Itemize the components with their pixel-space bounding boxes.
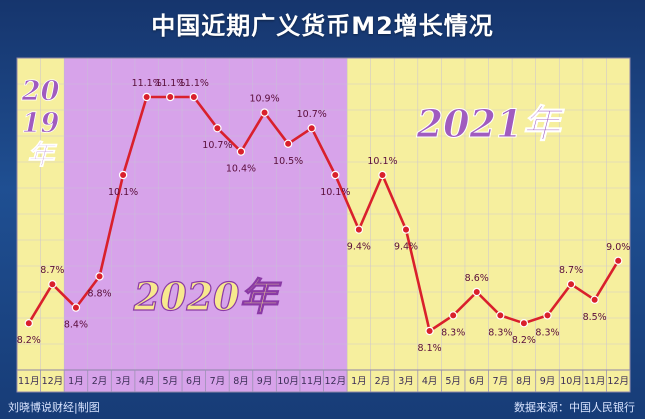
data-point — [614, 256, 623, 265]
x-tick-label: 11月 — [301, 376, 323, 387]
x-tick-label: 12月 — [607, 376, 629, 387]
data-point — [307, 123, 316, 133]
x-tick-label: 1月 — [68, 376, 84, 387]
data-label: 8.6% — [465, 273, 489, 284]
data-point — [331, 170, 340, 180]
year-label-2021: 2021年 — [416, 101, 566, 146]
data-label: 11.1% — [132, 78, 162, 89]
data-point — [448, 311, 458, 320]
year-label-2019-part: 年 — [27, 140, 57, 171]
data-label: 8.7% — [559, 265, 583, 276]
data-label: 8.7% — [40, 265, 64, 276]
data-point — [142, 92, 151, 102]
data-point — [213, 123, 222, 133]
x-tick-label: 9月 — [540, 376, 556, 387]
data-point — [590, 295, 599, 304]
data-point — [472, 287, 481, 297]
x-tick-label: 2月 — [92, 376, 108, 387]
data-label: 8.4% — [64, 320, 88, 331]
chart-title: 中国近期广义货币M2增长情况 — [151, 12, 494, 40]
data-point — [166, 92, 175, 102]
data-point — [236, 147, 246, 156]
x-tick-label: 9月 — [257, 376, 273, 387]
x-tick-label: 7月 — [210, 376, 226, 387]
data-label: 9.0% — [606, 242, 630, 253]
data-point — [496, 311, 505, 320]
credit-text: 刘晓博说财经|制图 — [8, 401, 100, 414]
data-label: 9.4% — [394, 242, 418, 253]
data-label: 10.1% — [108, 187, 138, 198]
x-tick-label: 8月 — [233, 376, 249, 387]
data-label: 10.1% — [367, 156, 397, 167]
source-text: 数据来源：中国人民银行 — [514, 401, 635, 414]
data-label: 8.8% — [87, 288, 111, 299]
data-label: 10.9% — [249, 94, 279, 105]
x-tick-label: 2月 — [375, 376, 391, 387]
data-point — [378, 170, 387, 180]
x-tick-label: 5月 — [162, 376, 178, 387]
x-tick-label: 12月 — [42, 376, 64, 387]
data-point — [189, 92, 199, 102]
x-tick-label: 12月 — [324, 376, 346, 387]
x-tick-label: 5月 — [445, 376, 461, 387]
x-tick-label: 3月 — [115, 376, 131, 387]
data-point — [48, 280, 57, 289]
data-label: 8.2% — [512, 335, 536, 346]
data-label: 8.1% — [418, 343, 442, 354]
x-tick-label: 4月 — [422, 376, 438, 387]
data-label: 8.5% — [583, 312, 607, 323]
x-tick-label: 7月 — [493, 376, 509, 387]
data-label: 11.1% — [179, 78, 209, 89]
data-point — [354, 225, 364, 234]
data-point — [95, 272, 104, 281]
year-label-2020: 2020年 — [133, 274, 283, 319]
data-point — [71, 303, 81, 312]
year-label-2019-part: 19 — [22, 108, 60, 139]
data-point — [519, 319, 529, 328]
data-point — [118, 170, 128, 180]
data-label: 10.7% — [297, 109, 327, 120]
data-label: 10.1% — [320, 187, 350, 198]
data-label: 8.3% — [441, 327, 465, 338]
data-point — [425, 326, 434, 336]
data-point — [566, 280, 576, 289]
data-label: 10.7% — [202, 140, 232, 151]
data-point — [24, 319, 33, 328]
data-label: 8.3% — [535, 327, 559, 338]
x-tick-label: 6月 — [469, 376, 485, 387]
data-label: 10.5% — [273, 156, 303, 167]
data-point — [543, 311, 552, 320]
x-tick-label: 10月 — [277, 376, 299, 387]
data-label: 9.4% — [347, 242, 371, 253]
x-tick-label: 8月 — [516, 376, 532, 387]
x-tick-label: 4月 — [139, 376, 155, 387]
data-point — [283, 139, 293, 148]
data-label: 8.2% — [17, 335, 41, 346]
data-label: 10.4% — [226, 164, 256, 175]
x-tick-label: 11月 — [18, 376, 40, 387]
x-tick-label: 3月 — [398, 376, 414, 387]
year-label-2019-part: 20 — [21, 76, 60, 107]
x-tick-label: 6月 — [186, 376, 202, 387]
data-label: 8.3% — [488, 327, 512, 338]
x-tick-label: 10月 — [560, 376, 582, 387]
x-tick-label: 11月 — [584, 376, 606, 387]
x-tick-label: 1月 — [351, 376, 367, 387]
data-label: 11.1% — [155, 78, 185, 89]
data-point — [401, 225, 411, 234]
data-point — [260, 108, 269, 117]
